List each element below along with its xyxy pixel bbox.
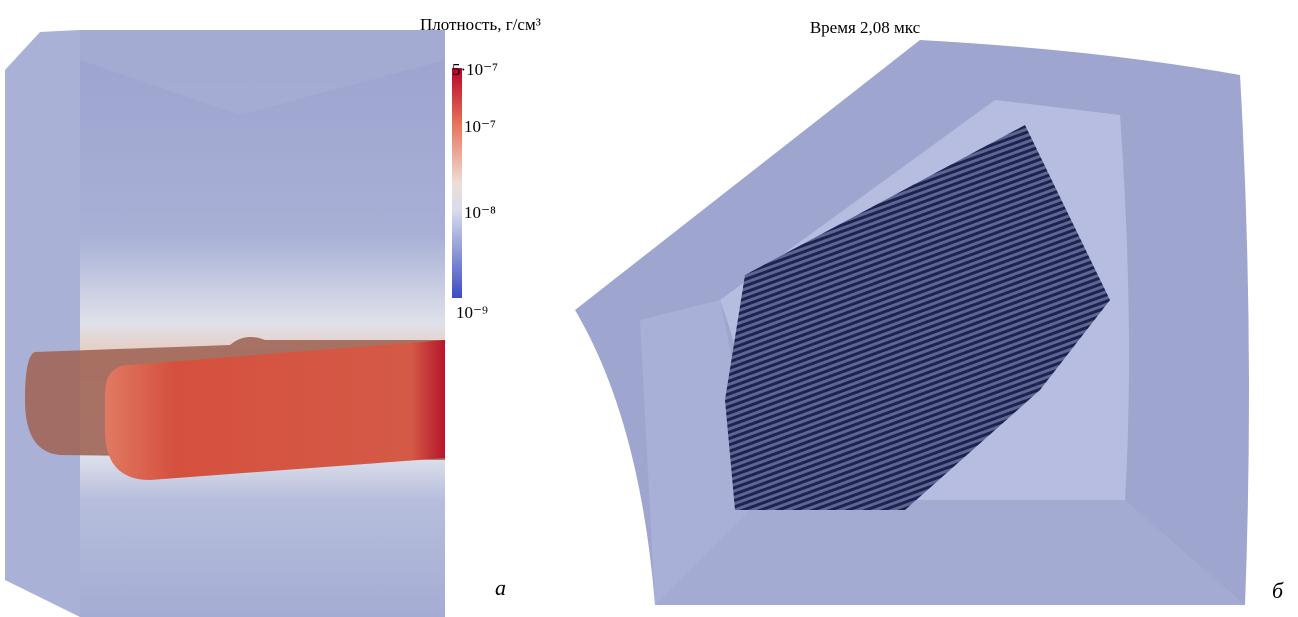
colorbar-tick: 5·10⁻⁷ xyxy=(452,60,498,79)
panel-label: б xyxy=(1272,578,1284,603)
figure: Плотность, г/см³ 5·10⁻⁷ 10⁻⁷ 10⁻⁸ 10⁻⁹ а… xyxy=(0,0,1298,617)
time-label: Время 2,08 мкс xyxy=(810,18,921,37)
colorbar-tick: 10⁻⁷ xyxy=(464,117,496,136)
side-face xyxy=(5,30,80,617)
panel-a: Плотность, г/см³ 5·10⁻⁷ 10⁻⁷ 10⁻⁸ 10⁻⁹ а xyxy=(5,15,541,617)
colorbar-tick: 10⁻⁸ xyxy=(464,203,496,222)
colorbar xyxy=(452,68,462,298)
front-face xyxy=(80,30,445,617)
panel-b: Время 2,08 мкс б xyxy=(575,18,1284,605)
colorbar-tick: 10⁻⁹ xyxy=(456,303,488,322)
panel-label: а xyxy=(495,575,506,600)
colorbar-title: Плотность, г/см³ xyxy=(420,15,541,34)
